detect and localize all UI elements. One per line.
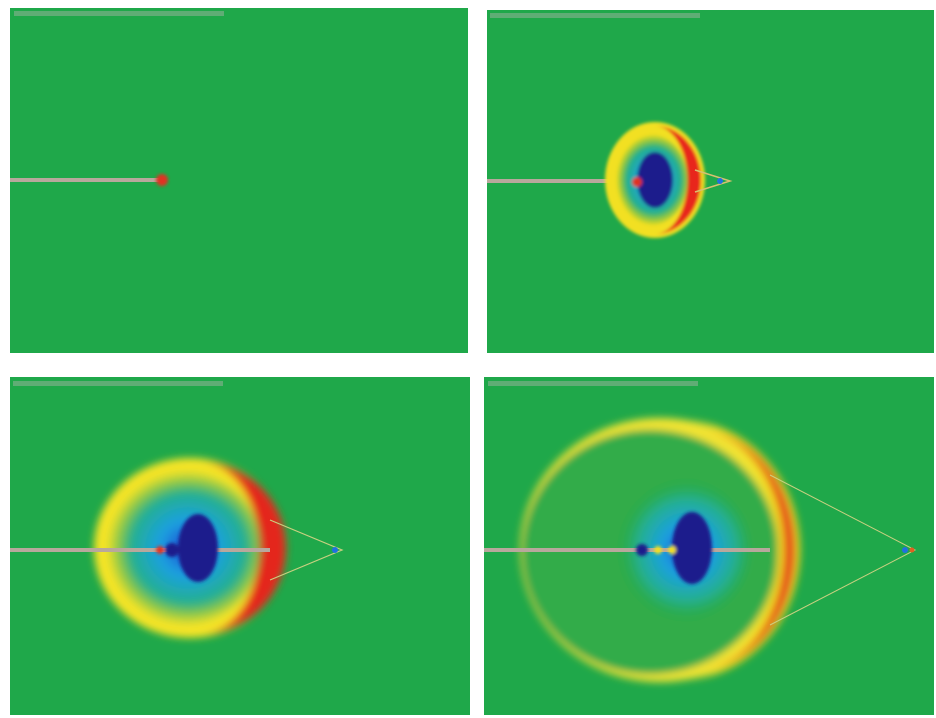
wave-crescent [680,420,800,680]
panel [484,377,934,715]
source-dot [156,174,168,186]
shock-front [694,169,733,193]
bubble [654,546,662,554]
shock-tip [717,178,723,184]
shock-tip [902,547,908,553]
panel [487,10,934,353]
source-dot [632,177,642,187]
bubble [668,546,676,554]
caption-blur [490,13,700,18]
core [178,514,218,582]
caption-blur [488,381,698,386]
core-blob [636,544,648,556]
panel [10,8,468,353]
shock-front [269,519,344,581]
caption-blur [13,381,223,386]
panel [10,377,470,715]
shock-front [769,474,917,626]
caption-blur [14,11,224,16]
wave-crescent [655,126,701,234]
core-blob [165,543,179,557]
wave-crescent [200,462,286,634]
core [637,152,673,208]
core [672,512,712,584]
shock-tip-hot [909,547,915,553]
shock-tip [332,547,338,553]
source-dot [156,546,164,554]
